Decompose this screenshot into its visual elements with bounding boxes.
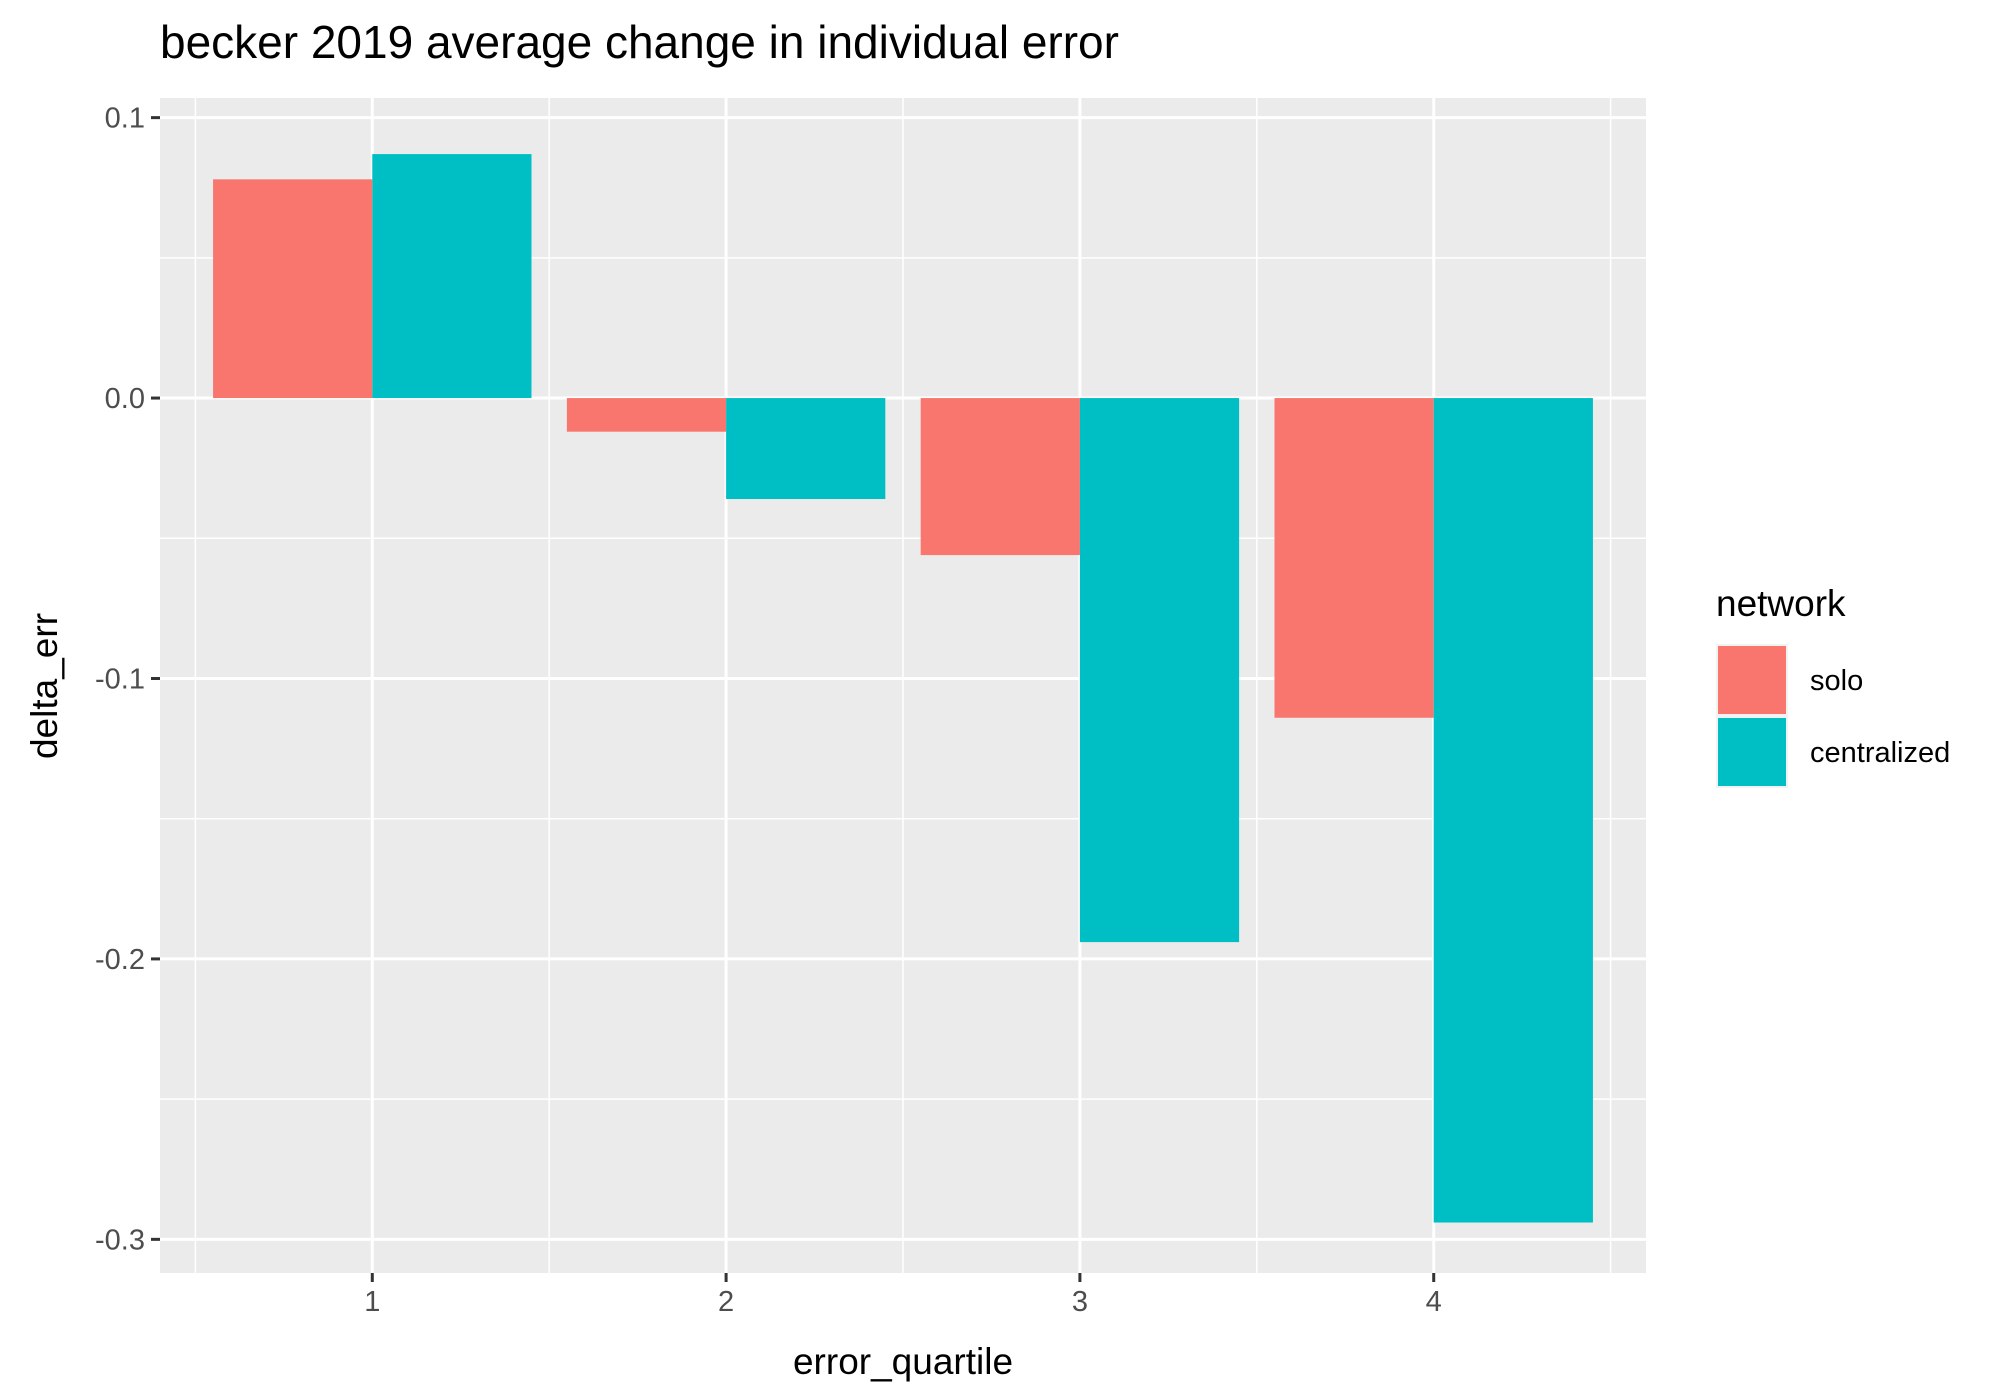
- legend-label-solo: solo: [1810, 665, 1863, 697]
- legend-key-centralized: [1718, 718, 1786, 786]
- x-axis-ticks: 1 2 3 4: [364, 1273, 1442, 1318]
- x-tick-label: 3: [1072, 1286, 1088, 1318]
- bars: [213, 154, 1593, 1223]
- y-tick-label: -0.2: [95, 944, 145, 976]
- y-axis-title: delta_err: [24, 613, 65, 759]
- x-tick-label: 2: [718, 1286, 734, 1318]
- bar-centralized-2: [726, 398, 886, 500]
- bar-centralized-1: [372, 154, 532, 399]
- y-tick-label: -0.3: [95, 1224, 145, 1256]
- bar-solo-3: [920, 398, 1080, 556]
- legend-key-solo: [1718, 646, 1786, 714]
- y-axis-ticks: 0.1 0.0 -0.1 -0.2 -0.3: [95, 103, 160, 1256]
- legend-label-centralized: centralized: [1810, 737, 1950, 769]
- bar-centralized-3: [1079, 398, 1240, 943]
- x-axis-title: error_quartile: [793, 1341, 1013, 1382]
- bar-solo-4: [1274, 398, 1434, 718]
- bar-solo-2: [566, 398, 727, 432]
- bar-solo-1: [213, 179, 373, 399]
- chart-title: becker 2019 average change in individual…: [160, 16, 1119, 68]
- x-tick-label: 1: [364, 1286, 380, 1318]
- legend: network solo centralized: [1716, 583, 1950, 788]
- y-tick-label: 0.0: [105, 383, 145, 415]
- bar-centralized-4: [1433, 398, 1593, 1223]
- legend-items: solo centralized: [1716, 644, 1950, 788]
- x-tick-label: 4: [1426, 1286, 1442, 1318]
- legend-title: network: [1716, 583, 1846, 624]
- y-tick-label: -0.1: [95, 663, 145, 695]
- y-tick-label: 0.1: [105, 103, 145, 135]
